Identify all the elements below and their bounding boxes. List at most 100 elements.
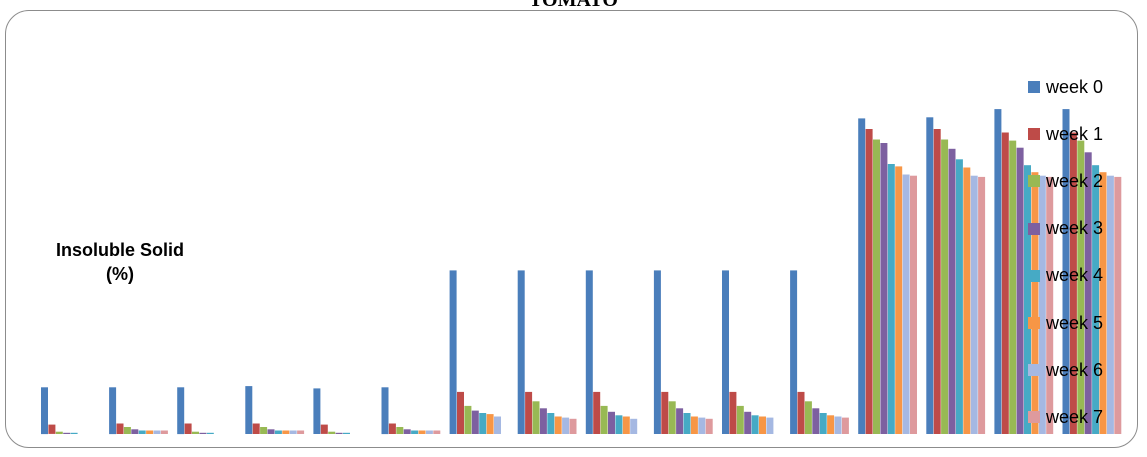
bar-series-2-category-13 <box>865 129 873 434</box>
bar-series-4-category-8 <box>539 408 547 434</box>
bar-series-5-category-7 <box>479 413 487 434</box>
bar-series-2-category-9 <box>593 391 601 434</box>
bar-series-3-category-2 <box>123 427 131 434</box>
bar-series-7-category-7 <box>494 416 501 434</box>
bar-series-2-category-1 <box>48 424 56 434</box>
bar-series-3-category-16 <box>1077 140 1085 434</box>
bar-series-7-category-13 <box>902 174 910 434</box>
bar-series-5-category-16 <box>1092 165 1100 434</box>
bar-series-5-category-2 <box>138 430 146 434</box>
bar-series-3-category-1 <box>55 431 63 434</box>
bar-series-2-category-3 <box>184 423 192 434</box>
bar-series-6-category-10 <box>690 416 698 434</box>
bar-series-6-category-2 <box>146 430 154 434</box>
bar-series-5-category-12 <box>819 413 827 434</box>
bar-series-7-category-6 <box>425 430 433 434</box>
chart-title: TOMATO <box>529 0 618 11</box>
legend-item-series-3: week 2 <box>1028 169 1103 193</box>
bar-series-5-category-8 <box>547 413 555 434</box>
bar-series-2-category-2 <box>116 423 124 434</box>
bar-series-7-category-4 <box>289 430 297 434</box>
bar-series-5-category-4 <box>274 430 282 434</box>
bar-series-1-category-7 <box>449 270 457 434</box>
bar-series-8-category-2 <box>160 430 168 434</box>
bar-series-6-category-14 <box>963 167 971 434</box>
bar-series-6-category-13 <box>895 166 903 434</box>
legend-swatch <box>1028 175 1040 188</box>
bar-series-7-category-11 <box>766 417 774 434</box>
bar-series-8-category-16 <box>1114 176 1122 434</box>
bar-series-8-category-4 <box>297 430 305 434</box>
bar-series-8-category-10 <box>705 418 713 434</box>
bar-series-1-category-1 <box>41 387 48 435</box>
bar-series-1-category-3 <box>177 387 185 435</box>
bar-series-3-category-7 <box>464 405 472 434</box>
bar-series-5-category-9 <box>615 415 623 434</box>
bar-series-2-category-14 <box>933 129 941 434</box>
bar-series-5-category-5 <box>343 432 350 434</box>
bar-series-4-category-11 <box>744 411 752 434</box>
bar-series-4-category-14 <box>948 148 956 435</box>
bar-series-2-category-10 <box>661 391 669 434</box>
bar-series-2-category-12 <box>797 391 805 434</box>
legend-swatch <box>1028 411 1040 424</box>
bar-series-8-category-15 <box>1046 176 1054 434</box>
bar-series-2-category-7 <box>457 391 464 434</box>
legend-swatch <box>1028 81 1040 93</box>
bar-series-4-category-9 <box>608 411 615 434</box>
bar-series-6-category-15 <box>1031 172 1039 434</box>
bar-series-7-category-8 <box>562 417 570 434</box>
legend-label: week 5 <box>1046 312 1104 333</box>
bar-series-7-category-9 <box>630 418 638 434</box>
bar-series-2-category-16 <box>1069 132 1077 434</box>
bar-series-4-category-5 <box>335 432 343 434</box>
bar-series-3-category-15 <box>1009 140 1017 434</box>
bar-series-1-category-15 <box>994 109 1002 434</box>
bar-series-5-category-11 <box>751 415 759 434</box>
legend-swatch <box>1028 222 1040 235</box>
bar-series-1-category-8 <box>517 270 525 434</box>
bar-series-3-category-3 <box>192 431 199 434</box>
legend-swatch <box>1028 364 1040 377</box>
bar-series-4-category-7 <box>471 410 479 434</box>
bar-series-4-category-13 <box>880 143 888 434</box>
legend-label: week 0 <box>1046 76 1104 97</box>
bar-series-4-category-10 <box>676 408 684 434</box>
legend-item-series-2: week 1 <box>1028 122 1103 146</box>
bar-series-8-category-8 <box>569 418 577 434</box>
bar-series-4-category-2 <box>131 429 139 434</box>
bar-series-6-category-16 <box>1099 172 1107 434</box>
bar-series-4-category-4 <box>267 429 275 434</box>
bar-series-1-category-13 <box>858 118 866 435</box>
bar-series-3-category-4 <box>260 427 268 434</box>
bar-series-8-category-13 <box>910 175 917 434</box>
bar-series-7-category-2 <box>153 430 161 434</box>
bar-series-8-category-12 <box>841 417 849 434</box>
bar-series-6-category-11 <box>759 416 766 434</box>
bar-series-1-category-2 <box>109 387 117 435</box>
bar-series-6-category-4 <box>282 430 290 434</box>
bar-series-3-category-13 <box>873 139 880 434</box>
bar-series-2-category-4 <box>252 423 260 434</box>
legend-label: week 6 <box>1046 359 1104 380</box>
legend-label: week 3 <box>1046 218 1104 239</box>
legend-swatch <box>1028 128 1040 141</box>
bar-series-6-category-9 <box>622 416 630 434</box>
bar-series-1-category-4 <box>245 386 253 434</box>
bar-series-3-category-8 <box>532 401 540 434</box>
bar-series-2-category-11 <box>729 391 737 434</box>
bar-series-4-category-1 <box>63 432 71 434</box>
bar-series-3-category-6 <box>396 427 404 434</box>
bar-series-3-category-5 <box>328 431 336 434</box>
legend-label: week 4 <box>1046 265 1104 286</box>
bar-series-6-category-8 <box>554 416 562 434</box>
bar-series-6-category-7 <box>486 414 494 434</box>
bar-series-2-category-5 <box>320 424 328 434</box>
legend-item-series-7: week 6 <box>1028 358 1103 382</box>
legend-label: week 7 <box>1046 406 1104 427</box>
legend-item-series-4: week 3 <box>1028 217 1103 241</box>
bar-series-8-category-14 <box>978 176 986 434</box>
bar-series-3-category-9 <box>600 405 608 434</box>
bar-series-5-category-13 <box>887 164 895 434</box>
